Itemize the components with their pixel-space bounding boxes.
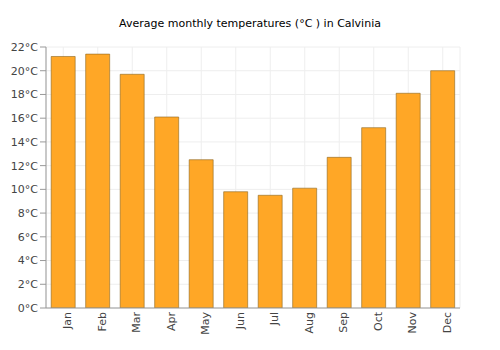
svg-text:20°C: 20°C xyxy=(11,65,38,78)
svg-text:Jun: Jun xyxy=(234,312,247,330)
svg-text:Jul: Jul xyxy=(268,312,281,326)
svg-text:Mar: Mar xyxy=(130,312,143,333)
svg-text:Nov: Nov xyxy=(406,312,419,334)
svg-text:May: May xyxy=(199,312,212,335)
html-text:Average monthly temperatures (: Average monthly temperatures (°C ) in Ca… xyxy=(119,17,381,30)
svg-text:0°C: 0°C xyxy=(18,302,38,315)
svg-text:Jan: Jan xyxy=(61,312,74,330)
svg-text:18°C: 18°C xyxy=(11,88,38,101)
svg-text:16°C: 16°C xyxy=(11,112,38,125)
svg-text:Apr: Apr xyxy=(165,312,178,332)
svg-text:12°C: 12°C xyxy=(11,160,38,173)
svg-text:Sep: Sep xyxy=(337,312,350,333)
svg-text:Oct: Oct xyxy=(372,311,385,331)
svg-text:8°C: 8°C xyxy=(18,207,38,220)
svg-text:4°C: 4°C xyxy=(18,254,38,267)
svg-text:6°C: 6°C xyxy=(18,231,38,244)
svg-text:22°C: 22°C xyxy=(11,41,38,54)
svg-text:Dec: Dec xyxy=(441,312,454,333)
svg-text:10°C: 10°C xyxy=(11,183,38,196)
svg-text:14°C: 14°C xyxy=(11,136,38,149)
svg-text:Feb: Feb xyxy=(96,312,109,331)
svg-text:Aug: Aug xyxy=(303,312,316,333)
svg-text:2°C: 2°C xyxy=(18,278,38,291)
